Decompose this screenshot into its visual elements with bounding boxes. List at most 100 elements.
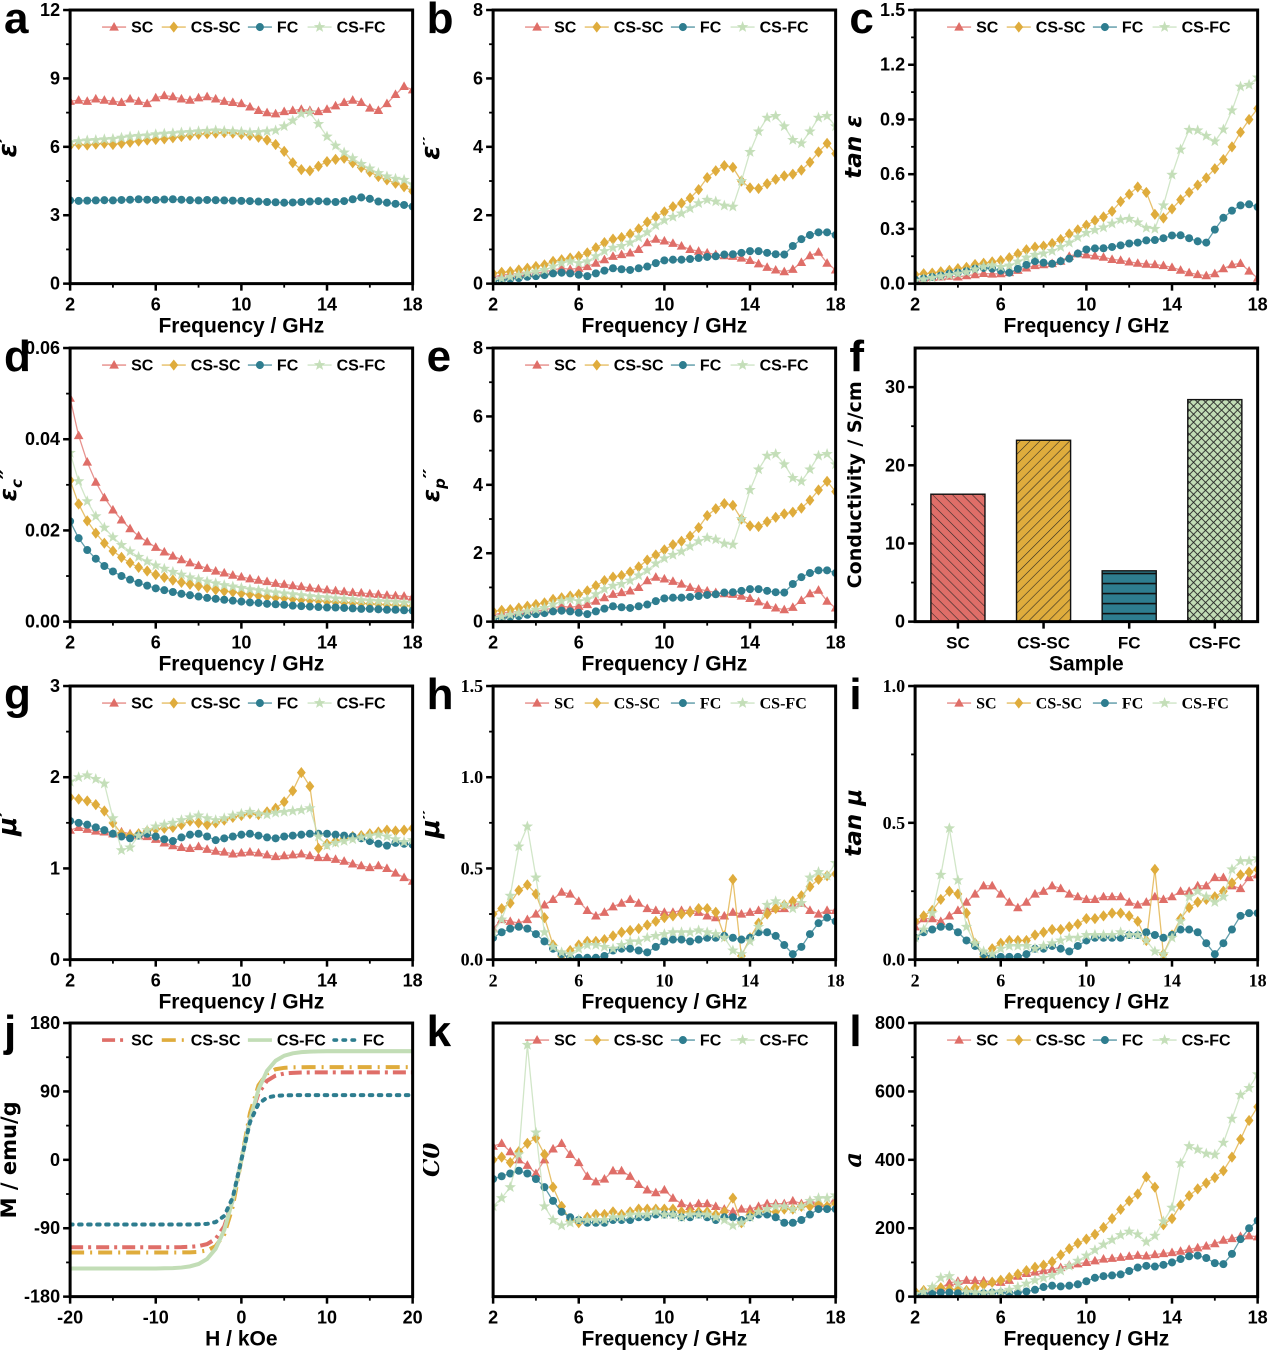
svg-text:CS-SC: CS-SC xyxy=(613,19,663,37)
svg-text:14: 14 xyxy=(740,295,760,315)
panel-l: l 2 6 10 14 18 0 200 400 600 800 Frequency / GHz a SC… xyxy=(845,1007,1268,1351)
chart-f: SC CS-SC FC CS-FC 0 10 20 30 Sample Conductivity … xyxy=(845,346,1260,675)
svg-text:0: 0 xyxy=(473,611,483,631)
svg-text:0.04: 0.04 xyxy=(25,429,60,449)
svg-text:1.0: 1.0 xyxy=(460,767,483,787)
svg-text:90: 90 xyxy=(40,1082,60,1102)
svg-text:400: 400 xyxy=(875,1150,905,1170)
svg-text:CS-SC: CS-SC xyxy=(191,356,241,374)
svg-text:tan μ: tan μ xyxy=(845,788,867,856)
svg-text:3: 3 xyxy=(50,205,60,225)
svg-text:18: 18 xyxy=(403,295,423,315)
panel-letter-a: a xyxy=(4,0,29,43)
svg-text:CS-SC: CS-SC xyxy=(191,19,241,37)
svg-text:SC: SC xyxy=(554,695,574,712)
svg-text:C0: C0 xyxy=(423,1143,445,1177)
svg-text:14: 14 xyxy=(741,970,759,990)
svg-text:ε″: ε″ xyxy=(423,133,446,159)
panel-a: a 2 6 10 14 18 0 3 6 9 12 Frequency / GHz ε′ SC CS-SC F… xyxy=(0,0,423,338)
svg-text:6: 6 xyxy=(473,406,483,426)
svg-text:6: 6 xyxy=(473,68,483,88)
svg-text:H / kOe: H / kOe xyxy=(205,1328,277,1351)
svg-text:μ′: μ′ xyxy=(0,809,23,836)
panel-d: d 2 6 10 14 18 0.00 0.02 0.04 0.06 Frequency / GHz… xyxy=(0,332,423,676)
panel-letter-f: f xyxy=(849,331,864,381)
svg-text:14: 14 xyxy=(317,295,337,315)
panel-letter-l: l xyxy=(849,1007,862,1057)
svg-text:10: 10 xyxy=(317,1308,337,1328)
svg-text:FC: FC xyxy=(1122,695,1143,712)
svg-text:18: 18 xyxy=(1248,1308,1268,1328)
svg-text:CS-SC: CS-SC xyxy=(191,694,241,712)
svg-text:SC: SC xyxy=(131,19,154,37)
svg-text:CS-SC: CS-SC xyxy=(1036,1032,1086,1050)
svg-text:FC: FC xyxy=(700,695,721,712)
svg-text:CS-FC: CS-FC xyxy=(337,19,386,37)
svg-text:CS-FC: CS-FC xyxy=(1189,633,1241,652)
svg-text:9: 9 xyxy=(50,68,60,88)
svg-text:0.3: 0.3 xyxy=(880,219,905,239)
svg-text:18: 18 xyxy=(1248,295,1268,315)
svg-text:CS-FC: CS-FC xyxy=(759,19,808,37)
svg-text:εp″: εp″ xyxy=(423,467,449,502)
panel-f: f SC CS-SC FC CS-FC 0 10 20 30 Sample Conductivity… xyxy=(845,332,1268,676)
svg-text:SC: SC xyxy=(131,1032,154,1050)
svg-text:-10: -10 xyxy=(143,1308,169,1328)
panel-j: j -20 -10 0 10 20 -180 -90 0 90 180 H / kOe M / emu/… xyxy=(0,1007,423,1351)
svg-text:εc″: εc″ xyxy=(0,468,26,501)
svg-text:FC: FC xyxy=(1122,1032,1144,1050)
panel-k: k 2 6 10 14 18 Frequency / GHz C0 SC CS-SC FC CS-FC xyxy=(423,1007,846,1351)
svg-text:3: 3 xyxy=(50,676,60,696)
svg-text:2: 2 xyxy=(65,632,75,652)
svg-text:20: 20 xyxy=(403,1308,423,1328)
svg-text:Frequency / GHz: Frequency / GHz xyxy=(581,1328,747,1351)
chart-g: 2 6 10 14 18 0 1 2 3 Frequency / GHz μ′ SC CS-SC FC CS… xyxy=(0,676,423,1014)
panel-letter-d: d xyxy=(4,331,31,381)
svg-text:6: 6 xyxy=(574,970,583,990)
svg-text:CS-FC: CS-FC xyxy=(759,695,806,712)
svg-text:2: 2 xyxy=(473,205,483,225)
panel-letter-j: j xyxy=(4,1007,17,1057)
svg-text:Frequency / GHz: Frequency / GHz xyxy=(581,652,747,675)
svg-text:SC: SC xyxy=(946,633,970,652)
svg-text:10: 10 xyxy=(231,632,251,652)
svg-text:CS-SC: CS-SC xyxy=(613,356,663,374)
panel-letter-e: e xyxy=(426,331,452,381)
svg-text:CS-SC: CS-SC xyxy=(613,695,659,712)
svg-text:6: 6 xyxy=(996,295,1006,315)
svg-text:2: 2 xyxy=(65,295,75,315)
svg-text:10: 10 xyxy=(1077,295,1097,315)
panel-g: g 2 6 10 14 18 0 1 2 3 Frequency / GHz μ′ SC CS-SC FC C… xyxy=(0,670,423,1014)
svg-text:μ″: μ″ xyxy=(423,807,446,839)
chart-c: 2 6 10 14 18 0.0 0.3 0.6 0.9 1.2 1.5 Frequency / GH… xyxy=(845,0,1268,338)
svg-text:10: 10 xyxy=(231,295,251,315)
svg-text:Frequency / GHz: Frequency / GHz xyxy=(581,990,747,1013)
chart-d: 2 6 10 14 18 0.00 0.02 0.04 0.06 Frequency / GHz ε… xyxy=(0,338,423,676)
svg-text:CS-SC: CS-SC xyxy=(191,1032,241,1050)
svg-text:10: 10 xyxy=(885,533,905,553)
svg-text:2: 2 xyxy=(488,632,498,652)
svg-text:14: 14 xyxy=(317,632,337,652)
svg-text:FC: FC xyxy=(1118,633,1141,652)
svg-text:2: 2 xyxy=(488,970,497,990)
svg-text:0.00: 0.00 xyxy=(25,611,60,631)
svg-text:Frequency / GHz: Frequency / GHz xyxy=(1004,315,1170,338)
svg-text:10: 10 xyxy=(654,1308,674,1328)
svg-text:FC: FC xyxy=(277,356,299,374)
svg-text:14: 14 xyxy=(740,1308,760,1328)
svg-text:0: 0 xyxy=(50,274,60,294)
svg-text:Frequency / GHz: Frequency / GHz xyxy=(158,315,324,338)
svg-text:-20: -20 xyxy=(57,1308,83,1328)
svg-text:10: 10 xyxy=(1077,1308,1097,1328)
svg-text:CS-FC: CS-FC xyxy=(759,356,808,374)
svg-text:10: 10 xyxy=(655,970,673,990)
svg-text:8: 8 xyxy=(473,0,483,20)
svg-text:0: 0 xyxy=(50,949,60,969)
svg-text:18: 18 xyxy=(403,970,423,990)
svg-text:0.0: 0.0 xyxy=(880,274,905,294)
svg-text:Frequency / GHz: Frequency / GHz xyxy=(1004,1328,1170,1351)
svg-text:Conductivity / S/cm: Conductivity / S/cm xyxy=(845,381,866,588)
chart-l: 2 6 10 14 18 0 200 400 600 800 Frequency / GHz a SC C… xyxy=(845,1013,1268,1351)
svg-text:0: 0 xyxy=(895,611,905,631)
panel-letter-c: c xyxy=(849,0,874,43)
